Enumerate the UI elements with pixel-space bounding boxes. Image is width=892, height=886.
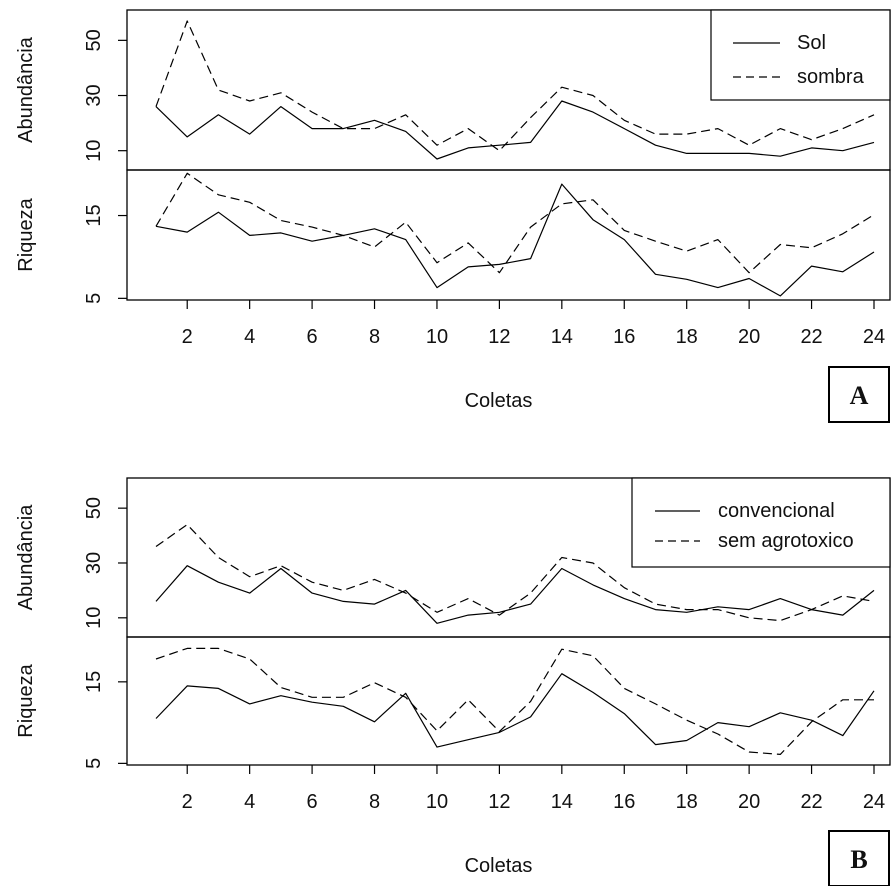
series-line-sombra	[155, 20, 875, 152]
legend-box	[710, 9, 891, 101]
legend-label: sem agrotoxico	[718, 530, 854, 552]
x-tick-label: 20	[738, 791, 760, 813]
x-tick-label: 6	[307, 326, 318, 348]
legend-label: sombra	[797, 66, 865, 88]
x-tick-label: 6	[307, 791, 318, 813]
panel-label: A	[850, 381, 869, 410]
x-tick-label: 22	[800, 326, 822, 348]
x-tick-label: 22	[800, 791, 822, 813]
series-line-sem-agrotoxico	[155, 647, 874, 756]
y-tick-label: 5	[83, 293, 105, 304]
legend: convencional sem agrotoxico	[631, 477, 891, 568]
x-tick-label: 16	[613, 326, 635, 348]
x-axis-title: Coletas	[465, 390, 533, 412]
series-line-convencional	[155, 673, 875, 748]
x-tick-label: 8	[369, 791, 380, 813]
y-tick-label: 50	[83, 497, 105, 519]
panel-label-box	[828, 830, 890, 886]
legend-label: convencional	[718, 500, 835, 522]
x-axis-title: Coletas	[465, 855, 533, 877]
legend-label: Sol	[797, 32, 826, 54]
legend: Sol sombra	[710, 9, 891, 101]
x-tick-label: 14	[551, 326, 573, 348]
y-axis-title: Riqueza	[15, 663, 37, 737]
series-line-sombra	[155, 172, 875, 274]
plot-frame	[126, 636, 891, 766]
y-tick-label: 10	[83, 140, 105, 162]
x-tick-label: 10	[426, 791, 448, 813]
x-tick-label: 24	[863, 326, 885, 348]
y-tick-label: 10	[83, 607, 105, 629]
panel-label: B	[850, 845, 867, 874]
plot-frame	[126, 169, 891, 301]
y-tick-label: 30	[83, 552, 105, 574]
x-tick-label: 10	[426, 326, 448, 348]
x-tick-label: 20	[738, 326, 760, 348]
panel-label-box	[828, 366, 890, 423]
x-tick-label: 12	[488, 326, 510, 348]
y-tick-label: 5	[83, 758, 105, 769]
x-tick-label: 8	[369, 326, 380, 348]
series-line-Sol	[155, 100, 875, 160]
y-tick-label: 30	[83, 84, 105, 106]
x-tick-label: 24	[863, 791, 885, 813]
y-tick-label: 15	[83, 204, 105, 226]
x-tick-label: 2	[182, 326, 193, 348]
x-tick-label: 14	[551, 791, 573, 813]
y-tick-label: 50	[83, 29, 105, 51]
y-axis-title: Abundância	[15, 36, 37, 143]
legend-box	[631, 477, 891, 568]
panel-b-subplot-2: 5 15 Riqueza	[15, 636, 891, 769]
y-axis-title: Riqueza	[15, 197, 37, 271]
y-tick-label: 15	[83, 671, 105, 693]
y-axis-title: Abundância	[15, 504, 37, 611]
x-tick-label: 4	[244, 326, 255, 348]
series-line-convencional	[155, 565, 875, 624]
x-tick-label: 12	[488, 791, 510, 813]
x-tick-label: 16	[613, 791, 635, 813]
x-tick-label: 2	[182, 791, 193, 813]
x-tick-label: 18	[676, 791, 698, 813]
x-tick-label: 4	[244, 791, 255, 813]
x-tick-label: 18	[676, 326, 698, 348]
series-line-sem-agrotoxico	[155, 523, 875, 622]
panel-a-subplot-2: 5 15 Riqueza	[15, 169, 891, 304]
series-line-Sol	[155, 183, 875, 297]
